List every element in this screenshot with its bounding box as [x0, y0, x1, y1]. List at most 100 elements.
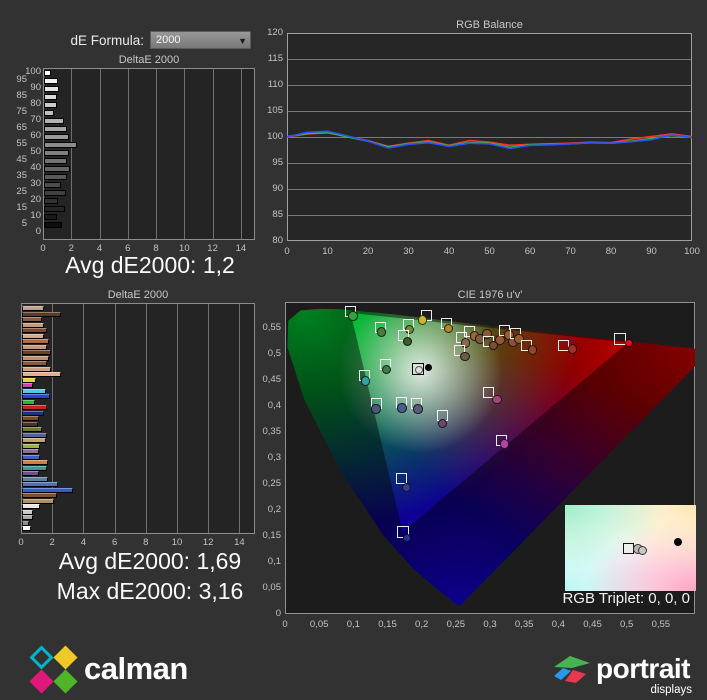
tick-label: 95: [272, 157, 283, 168]
tick-label: 6: [111, 537, 118, 548]
tick-label: 0,05: [309, 619, 329, 630]
tick-label: 5: [21, 218, 27, 229]
colorchecker-de-bar: [22, 482, 59, 487]
cie-measured-point: [404, 324, 415, 335]
de-formula-selected-value: 2000: [156, 34, 181, 46]
grayscale-de-bar: [44, 118, 65, 124]
colorchecker-avg-de: Avg dE2000: 1,69: [58, 548, 242, 574]
cie-whitepoint-inset: [565, 505, 696, 591]
tick-label: 50: [30, 146, 41, 157]
gridline: [83, 304, 85, 533]
rgb-balance-title: RGB Balance: [456, 19, 523, 31]
tick-label: 4: [96, 243, 103, 254]
cie-whitepoint-measured: [414, 366, 423, 375]
tick-label: 0,35: [514, 619, 534, 630]
colorchecker-de-bar: [22, 388, 46, 394]
colorchecker-de-bar: [22, 493, 57, 498]
tick-label: 90: [646, 246, 657, 257]
tick-label: 60: [524, 246, 536, 257]
tick-label: 0,25: [262, 478, 282, 489]
tick-label: 80: [272, 235, 283, 246]
grayscale-de-bar: [44, 110, 55, 116]
de-formula-dropdown[interactable]: 2000 ▼: [150, 31, 251, 49]
portrait-displays-logo-icon: [554, 656, 590, 683]
colorchecker-de-bar: [22, 372, 61, 377]
gridline: [99, 69, 101, 239]
series-blue: [287, 130, 692, 150]
colorchecker-de-bar: [22, 471, 39, 476]
gridline: [177, 304, 178, 533]
grayscale-avg-de: Avg dE2000: 1,2: [65, 252, 235, 278]
colorchecker-de-bar: [22, 487, 74, 493]
colorchecker-de-bar: [22, 443, 41, 449]
tick-label: 40: [443, 246, 455, 257]
tick-label: 30: [403, 246, 414, 257]
tick-label: 110: [267, 79, 283, 90]
colorchecker-de-bar: [22, 520, 30, 526]
tick-label: 0,1: [267, 556, 281, 567]
grayscale-de-bar: [44, 222, 62, 228]
tick-label: 0: [18, 537, 24, 548]
cie-measured-point: [397, 403, 407, 413]
colorchecker-de-bar: [22, 432, 47, 438]
rgb-triplet-readout: RGB Triplet: 0, 0, 0: [562, 590, 690, 607]
grayscale-de-bar: [44, 86, 60, 92]
tick-label: 0,35: [262, 426, 282, 437]
colorchecker-de-bar: [22, 416, 39, 421]
grayscale-deltae-plot: [43, 68, 255, 240]
tick-label: 10: [179, 243, 190, 254]
gridline: [52, 304, 54, 533]
cie-measured-point: [567, 344, 578, 354]
gridline: [288, 111, 691, 112]
tick-label: 115: [267, 53, 283, 64]
tick-label: 35: [16, 170, 27, 181]
colorchecker-de-bar: [22, 344, 48, 350]
colorchecker-de-bar: [22, 306, 45, 311]
cie-measured-point: [460, 351, 470, 362]
cie-measured-point: [482, 329, 492, 339]
grayscale-de-bar: [44, 94, 57, 100]
diamond-icon: [53, 669, 78, 694]
grayscale-de-bar: [44, 214, 57, 220]
colorchecker-de-bar: [22, 449, 39, 454]
colorchecker-deltae-title: DeltaE 2000: [107, 289, 169, 301]
grayscale-de-bar: [44, 78, 58, 84]
gridline: [71, 69, 73, 239]
gridline: [239, 304, 241, 533]
tick-label: 12: [207, 243, 218, 254]
colorchecker-de-bar: [22, 427, 42, 432]
cie-measured-point: [499, 439, 510, 449]
colorchecker-de-bar: [22, 383, 34, 388]
colorchecker-deltae-plot: [21, 303, 255, 534]
tick-label: 10: [30, 210, 41, 221]
calman-logo-text: calman: [84, 651, 188, 686]
tick-label: 0,15: [262, 530, 282, 541]
gridline: [288, 163, 691, 164]
grayscale-de-bar: [44, 166, 71, 172]
cie-measured-point: [402, 533, 411, 542]
gridline: [288, 137, 691, 138]
inset-black-dot: [673, 537, 682, 546]
gridline: [114, 304, 116, 533]
grayscale-de-bar: [44, 70, 51, 76]
colorchecker-de-bar: [22, 355, 49, 361]
tick-label: 14: [234, 537, 245, 548]
gridline: [127, 69, 129, 239]
tick-label: 15: [16, 202, 27, 213]
grayscale-de-bar: [44, 142, 78, 148]
colorchecker-de-bar: [22, 438, 46, 443]
grayscale-de-bar: [44, 150, 69, 156]
tick-label: 6: [125, 243, 131, 254]
tick-label: 85: [272, 209, 283, 220]
grayscale-de-bar: [44, 190, 66, 196]
rgb-balance-lines: [287, 130, 692, 150]
diamond-icon: [53, 645, 78, 670]
grayscale-de-bar: [44, 126, 68, 132]
colorchecker-de-bar: [22, 339, 49, 344]
portrait-displays-subtext: displays: [650, 684, 692, 696]
colorchecker-de-bar: [22, 421, 39, 427]
tick-label: 85: [16, 90, 27, 101]
tick-label: 70: [565, 246, 576, 257]
tick-label: 10: [171, 537, 183, 548]
